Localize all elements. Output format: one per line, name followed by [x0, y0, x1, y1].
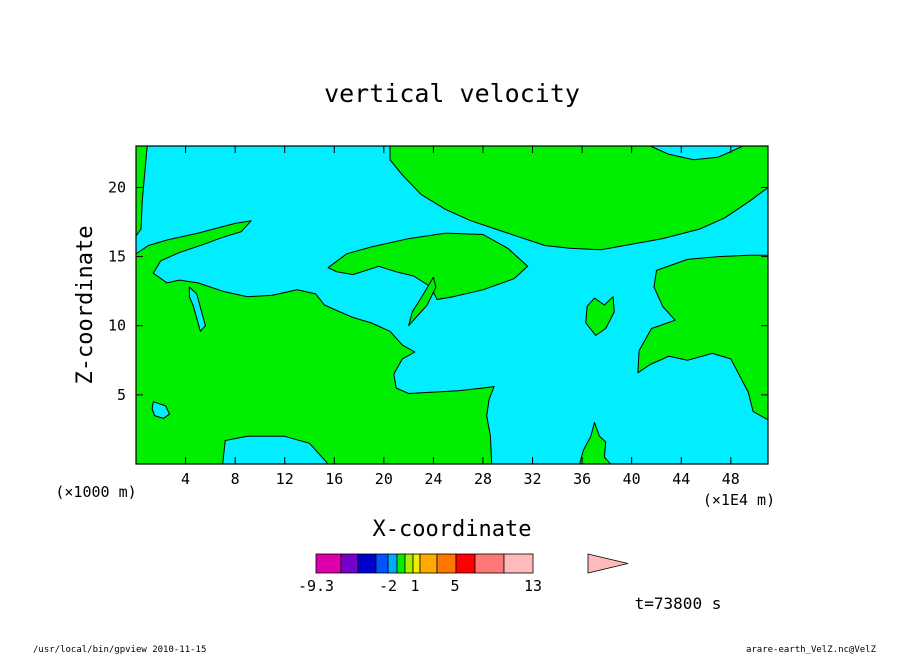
x-tick-label: 20: [375, 470, 393, 488]
colorbar-swatch: [315, 553, 342, 574]
colorbar-swatch: [404, 553, 414, 574]
y-axis: 5 10 15 20: [108, 178, 768, 404]
colorbar-swatch: [436, 553, 457, 574]
colorbar-swatch: [474, 553, 505, 574]
contour-region-positive: [327, 232, 529, 300]
y-tick-label: 15: [108, 248, 126, 266]
x-tick-label: 36: [573, 470, 591, 488]
x-tick-label: 24: [424, 470, 442, 488]
x-tick-label: 48: [722, 470, 740, 488]
colorbar-swatch: [419, 553, 438, 574]
contour-region-positive: [136, 220, 495, 464]
colorbar-swatch: [340, 553, 359, 574]
y-axis-label: Z-coordinate: [73, 226, 98, 385]
contour-region-positive: [579, 422, 612, 464]
contour-region-positive: [585, 296, 615, 336]
contour-regions: [136, 146, 768, 464]
y-tick-label: 10: [108, 317, 126, 335]
contour-region-positive: [408, 276, 437, 327]
colorbar-label: 1: [410, 577, 419, 595]
x-tick-label: 8: [231, 470, 240, 488]
colorbar-label: -2: [379, 577, 397, 595]
colorbar-swatch: [396, 553, 406, 574]
plot-area: [135, 145, 769, 465]
colorbar-swatch: [412, 553, 421, 574]
colorbar-arrow: [587, 553, 629, 574]
x-tick-label: 4: [181, 470, 190, 488]
x-tick-label: 16: [325, 470, 343, 488]
footer-right: arare-earth_VelZ.nc@VelZ: [746, 645, 877, 654]
x-tick-label: 32: [524, 470, 542, 488]
x-tick-label: 40: [623, 470, 641, 488]
x-tick-label: 12: [276, 470, 294, 488]
x-unit-note: (×1E4 m): [703, 491, 775, 509]
x-tick-label: 28: [474, 470, 492, 488]
colorbar-swatch: [357, 553, 377, 574]
plot-frame: [135, 145, 769, 465]
colorbar-swatch: [455, 553, 476, 574]
colorbar-label: -9.3: [298, 577, 334, 595]
colorbar-labels: -9.3 -2 1 5 13: [298, 577, 542, 595]
colorbar-swatch: [375, 553, 389, 574]
time-label: t=73800 s: [635, 594, 722, 613]
colorbar-label: 13: [524, 577, 542, 595]
x-axis-label: X-coordinate: [373, 517, 532, 542]
chart-title: vertical velocity: [324, 79, 580, 108]
y-tick-label: 20: [108, 178, 126, 196]
contour-region-positive: [389, 146, 768, 251]
colorbar-label: 5: [450, 577, 459, 595]
colorbar: [315, 553, 629, 574]
y-unit-note: (×1000 m): [55, 483, 136, 501]
x-tick-label: 44: [672, 470, 690, 488]
contour-region-negative: [188, 286, 206, 332]
contour-region-negative: [151, 401, 170, 419]
colorbar-swatch: [387, 553, 398, 574]
x-axis: 4 8 12 16 20 24 28 32 36 40 44 48: [181, 146, 740, 488]
colorbar-swatch: [503, 553, 534, 574]
contour-region-positive: [136, 146, 148, 237]
footer-left: /usr/local/bin/gpview 2010-11-15: [33, 645, 206, 654]
contour-region-positive: [637, 254, 768, 421]
y-tick-label: 5: [117, 386, 126, 404]
